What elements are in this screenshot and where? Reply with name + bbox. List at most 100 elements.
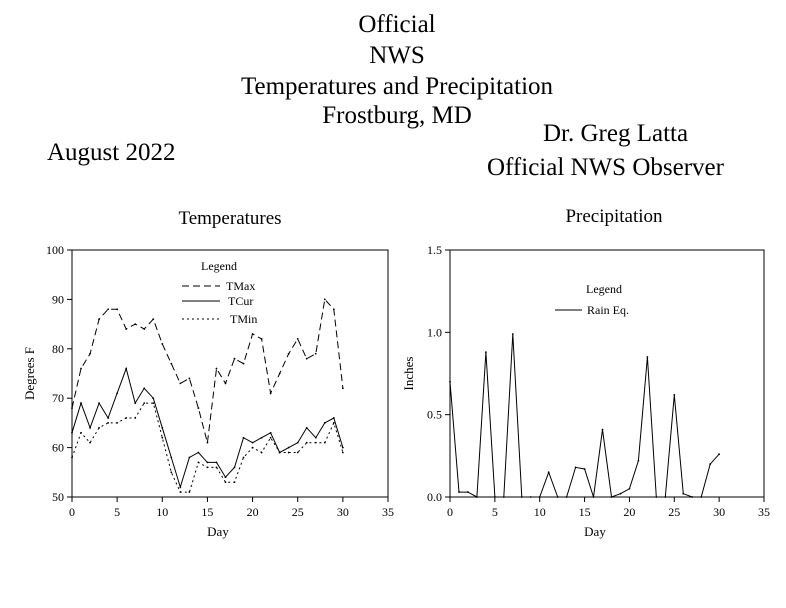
- temp-series-tmax-point: [80, 367, 82, 370]
- temp-series-tcur-point: [251, 441, 254, 444]
- precip-legend-entry: Rain Eq.: [587, 303, 629, 317]
- temp-series-tmax-point: [314, 352, 317, 355]
- temp-series-tmin-point: [152, 402, 155, 405]
- temp-series-tcur-point: [71, 431, 73, 434]
- temp-y-tick-label: 60: [52, 441, 64, 455]
- precip-series-rain-eq-point: [718, 453, 721, 456]
- temp-series-tcur-point: [323, 422, 326, 424]
- temp-series-tcur-point: [152, 397, 155, 400]
- precip-series-rain-eq-point: [458, 491, 460, 493]
- precip-series-rain-eq-point: [484, 351, 487, 353]
- temp-chart: Temperatures 0 5 10 15 20 25 30 35 50 60 70 80 90 100 D…: [22, 208, 394, 539]
- temp-series-tmax-point: [116, 308, 119, 311]
- temp-legend-title: Legend: [201, 259, 237, 273]
- temp-series-tmin: [71, 402, 344, 493]
- temp-series-tcur-point: [116, 392, 119, 395]
- temp-series-tmax-point: [341, 387, 344, 390]
- precip-series-rain-eq-point: [673, 394, 676, 396]
- precip-series-rain-eq-point: [502, 496, 505, 498]
- precip-chart: Precipitation 0 5 10 15 20 25 30 35 0.0 0.5 1.0 1.5 D…: [401, 206, 770, 539]
- temp-x-tick-label: 20: [247, 505, 259, 519]
- temp-series-tmin-point: [341, 451, 344, 454]
- temp-series-tmin-point: [206, 466, 209, 469]
- temp-series-tmax-point: [287, 352, 290, 355]
- temp-x-tick-label: 15: [201, 505, 213, 519]
- temp-series-tcur-point: [197, 451, 200, 454]
- temp-series-tmin-point: [161, 436, 164, 439]
- temp-series-tmax-point: [215, 367, 218, 370]
- precip-plot-frame: [449, 249, 765, 498]
- temp-y-tick-label: 90: [52, 292, 64, 306]
- temp-y-axis-label: Degrees F: [22, 347, 37, 400]
- precip-x-tick-label: 35: [758, 505, 770, 519]
- precip-series-rain-eq-point: [547, 471, 550, 474]
- temp-chart-title: Temperatures: [178, 208, 281, 229]
- temp-x-tick-label: 10: [156, 505, 168, 519]
- precip-x-tick-label: 25: [668, 505, 680, 519]
- temp-series-tmin-point: [98, 426, 100, 429]
- temp-legend-entry: TCur: [228, 294, 253, 308]
- temp-series-tmax: [71, 298, 344, 444]
- temp-x-tick-label: 5: [114, 505, 120, 519]
- precip-x-axis-label: Day: [584, 524, 606, 539]
- temp-series-tcur-point: [260, 436, 263, 439]
- temp-series-tmin-point: [323, 441, 326, 444]
- precip-legend-title: Legend: [586, 282, 622, 296]
- temp-series-tmax-point: [170, 362, 173, 365]
- temp-series-tmin-point: [224, 481, 227, 484]
- temp-series-tmax-point: [143, 328, 146, 330]
- precip-series-rain-eq-point: [476, 496, 478, 498]
- precip-series-rain-eq-line: [449, 333, 720, 498]
- temp-legend-entry: TMax: [226, 279, 255, 293]
- temp-series-tmax-point: [278, 372, 281, 375]
- precip-x-tick-label: 10: [534, 505, 546, 519]
- precip-series-rain-eq-point: [449, 380, 451, 383]
- temp-series-tmax-line: [71, 298, 344, 443]
- temp-x-tick-label: 35: [382, 505, 394, 519]
- temp-series-tmax-point: [107, 308, 110, 311]
- temp-series-tmin-point: [242, 456, 245, 459]
- temp-series-tmin-point: [314, 441, 317, 444]
- temp-series-tmin-point: [107, 422, 110, 424]
- precip-x-tick-label: 0: [447, 505, 453, 519]
- temp-series-tcur-point: [143, 387, 146, 390]
- precip-x-tick-label: 30: [713, 505, 725, 519]
- precip-series-rain-eq-point: [664, 496, 667, 498]
- temp-plot-frame: [71, 249, 389, 498]
- temp-series-tcur-point: [341, 446, 344, 449]
- temp-series-tmin-point: [296, 451, 299, 454]
- temp-series-tcur-point: [224, 476, 227, 479]
- temp-series-tmin-point: [305, 441, 308, 444]
- temp-series-tmin-point: [125, 417, 128, 419]
- temp-series-tmax-point: [134, 323, 137, 325]
- temp-series-tmax-point: [71, 407, 73, 409]
- temp-series-tcur-point: [332, 417, 335, 419]
- temp-series-tcur-point: [314, 436, 317, 439]
- precip-series-rain-eq-point: [511, 333, 514, 335]
- precip-series-rain-eq-point: [682, 492, 685, 495]
- temp-series-tmin-point: [188, 491, 191, 493]
- precip-x-tick-label: 5: [492, 505, 498, 519]
- temp-series-tmin-point: [179, 491, 182, 493]
- temp-series-tmin-point: [143, 402, 146, 405]
- temp-series-tmax-point: [305, 357, 308, 360]
- temp-x-tick-label: 30: [337, 505, 349, 519]
- precip-series-rain-eq-point: [691, 496, 694, 498]
- temp-series-tmin-point: [332, 422, 335, 424]
- title-line-2: NWS: [369, 42, 425, 69]
- precip-series-rain-eq-point: [529, 496, 532, 498]
- temp-x-tick-label: 25: [292, 505, 304, 519]
- temp-series-tmin-point: [71, 456, 73, 459]
- precip-series-rain-eq-point: [601, 428, 604, 431]
- temp-series-tmax-point: [188, 377, 191, 380]
- temp-series-tmin-point: [278, 451, 281, 454]
- temp-y-tick-label: 50: [52, 490, 64, 504]
- temp-series-tcur-point: [80, 402, 82, 405]
- temp-series-tcur-point: [269, 431, 272, 434]
- temp-series-tmax-point: [296, 338, 299, 340]
- temp-y-tick-label: 70: [52, 391, 64, 405]
- temp-x-tick-label: 0: [69, 505, 75, 519]
- observer-name: Dr. Greg Latta: [543, 120, 689, 147]
- temp-y-tick-label: 100: [46, 243, 64, 257]
